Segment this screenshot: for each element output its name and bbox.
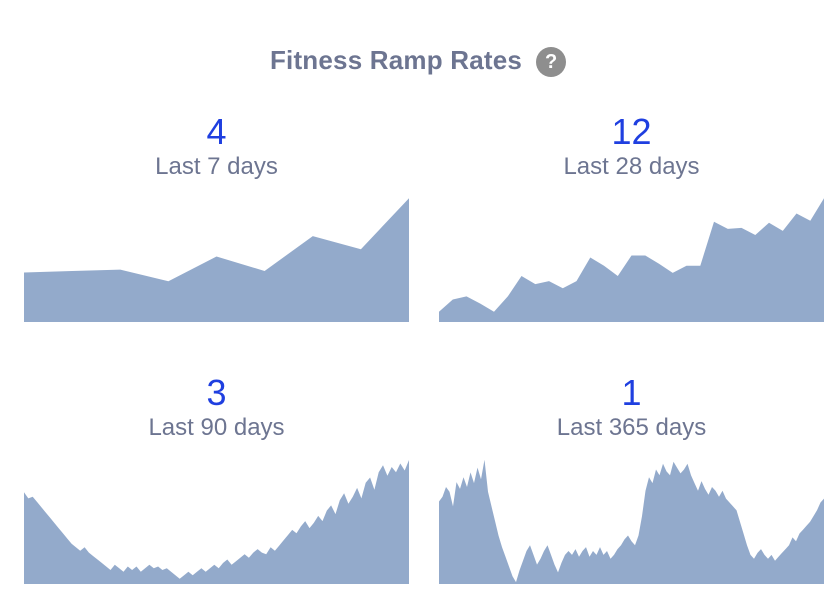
panel-last-90-days: 3 Last 90 days bbox=[24, 373, 409, 584]
ramp-rate-value: 12 bbox=[611, 111, 652, 152]
widget-header: Fitness Ramp Rates ? bbox=[0, 40, 836, 80]
sparkline-chart bbox=[24, 460, 409, 584]
ramp-rate-value: 4 bbox=[206, 111, 227, 152]
sparkline-chart bbox=[439, 459, 824, 584]
period-label: Last 365 days bbox=[556, 414, 707, 441]
sparkline-area bbox=[439, 198, 824, 322]
sparkline-chart bbox=[439, 198, 824, 322]
panel-last-365-days: 1 Last 365 days bbox=[439, 373, 824, 584]
sparkline-chart bbox=[24, 198, 409, 322]
period-label: Last 7 days bbox=[155, 153, 278, 180]
panel-last-28-days: 12 Last 28 days bbox=[439, 112, 824, 322]
sparkline-area bbox=[24, 198, 409, 322]
sparkline-area bbox=[24, 460, 409, 584]
widget-title: Fitness Ramp Rates bbox=[269, 44, 523, 75]
period-label: Last 90 days bbox=[148, 414, 285, 441]
ramp-rate-value: 3 bbox=[206, 372, 227, 413]
ramp-rate-value: 1 bbox=[621, 372, 642, 413]
help-icon[interactable]: ? bbox=[536, 47, 567, 77]
sparkline-area bbox=[439, 459, 824, 584]
panel-last-7-days: 4 Last 7 days bbox=[24, 112, 409, 322]
period-label: Last 28 days bbox=[563, 153, 700, 180]
